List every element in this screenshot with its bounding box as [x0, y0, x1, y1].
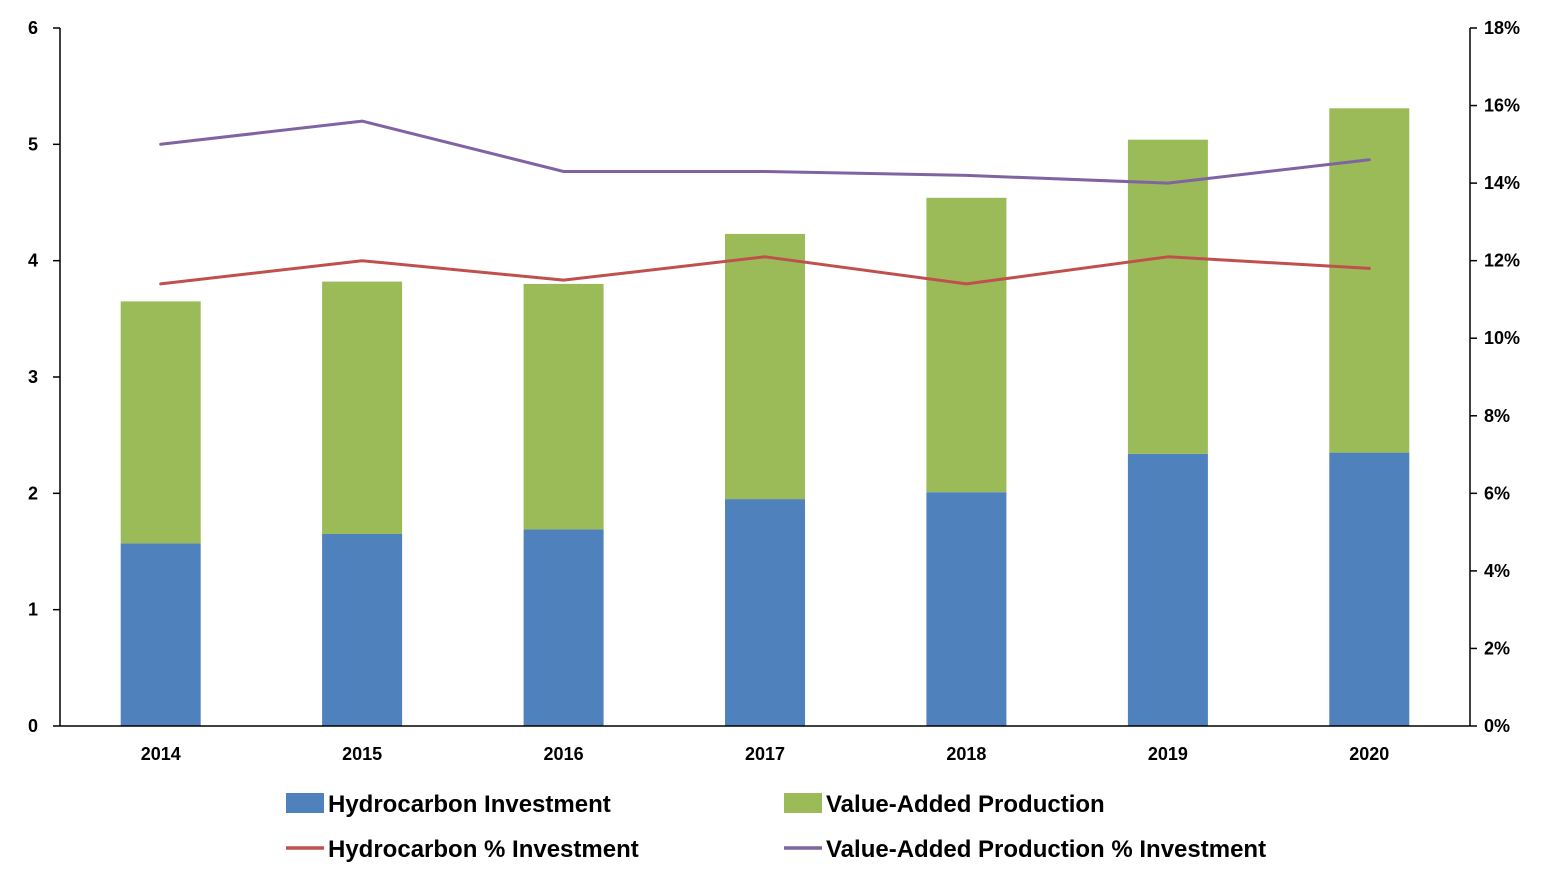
x-tick-label: 2017 [745, 744, 785, 764]
left-tick-label: 6 [28, 18, 38, 38]
x-tick-label: 2020 [1349, 744, 1389, 764]
left-tick-label: 0 [28, 716, 38, 736]
right-tick-label: 12% [1484, 251, 1520, 271]
left-tick-label: 2 [28, 483, 38, 503]
line-value-added-production-pct-investment [159, 119, 1371, 185]
x-tick-label: 2015 [342, 744, 382, 764]
bar-hydrocarbon-investment-2014 [120, 543, 201, 726]
legend-swatch [784, 793, 822, 813]
legend-label: Value-Added Production [826, 791, 1105, 818]
bar-hydrocarbon-investment-2019 [1127, 453, 1208, 726]
x-tick-label: 2014 [141, 744, 181, 764]
right-tick-label: 6% [1484, 483, 1510, 503]
legend-swatch [286, 793, 324, 813]
legend-label: Hydrocarbon Investment [328, 791, 611, 818]
left-tick-label: 5 [28, 134, 38, 154]
bar-hydrocarbon-investment-2020 [1329, 452, 1410, 726]
right-tick-label: 18% [1484, 18, 1520, 38]
line-hydrocarbon-pct-investment [159, 255, 1371, 286]
right-tick-label: 8% [1484, 406, 1510, 426]
legend: Hydrocarbon Investment Value-Added Produc… [286, 791, 1266, 863]
right-tick-label: 0% [1484, 716, 1510, 736]
bar-value-added-production-2015 [322, 281, 403, 534]
right-tick-label: 2% [1484, 638, 1510, 658]
bar-hydrocarbon-investment-2018 [926, 492, 1007, 726]
bar-hydrocarbon-investment-2015 [322, 534, 403, 726]
bar-value-added-production-2016 [523, 283, 604, 530]
bar-value-added-production-2020 [1329, 108, 1410, 453]
right-tick-label: 4% [1484, 561, 1510, 581]
bar-hydrocarbon-investment-2017 [725, 499, 805, 726]
bar-value-added-production-2017 [725, 233, 805, 500]
right-tick-label: 14% [1484, 173, 1520, 193]
x-tick-label: 2018 [946, 744, 986, 764]
right-tick-label: 16% [1484, 96, 1520, 116]
legend-item: Value-Added Production [784, 791, 1105, 818]
x-tick-label: 2016 [544, 744, 584, 764]
legend-item: Hydrocarbon Investment [286, 791, 611, 818]
left-tick-label: 1 [28, 600, 38, 620]
bar-value-added-production-2018 [926, 197, 1007, 493]
bar-hydrocarbon-investment-2016 [523, 529, 604, 726]
legend-item: Hydrocarbon % Investment [286, 836, 639, 863]
legend-label: Hydrocarbon % Investment [328, 836, 639, 863]
left-tick-label: 3 [28, 367, 38, 387]
bar-value-added-production-2019 [1127, 139, 1208, 454]
left-tick-label: 4 [28, 251, 38, 271]
right-tick-label: 10% [1484, 328, 1520, 348]
bars-layer [120, 108, 1410, 726]
axes-layer: 0 1 2 3 4 5 6 0% 2% 4% 6% 8% 10% 12% 14% 16% 18% 2014 2015… [28, 18, 1520, 764]
bar-value-added-production-2014 [120, 301, 201, 544]
legend-label: Value-Added Production % Investment [826, 836, 1266, 863]
lines-layer [159, 119, 1371, 286]
legend-item: Value-Added Production % Investment [784, 836, 1266, 863]
x-tick-label: 2019 [1148, 744, 1188, 764]
